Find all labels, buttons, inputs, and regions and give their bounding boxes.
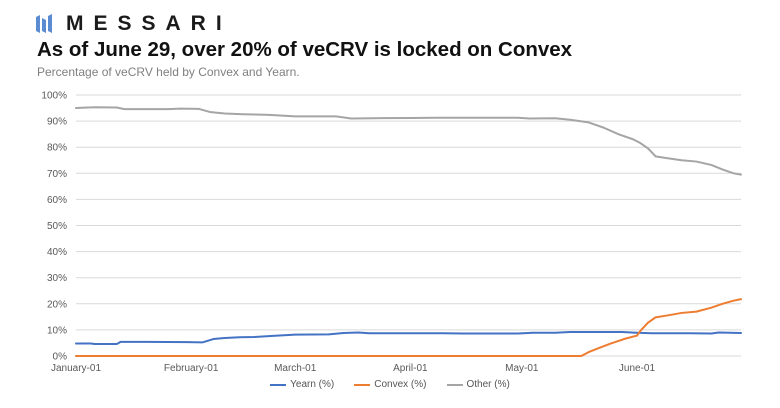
series-line-yearn (75, 330, 742, 345)
legend-item-yearn: Yearn (%) (270, 379, 334, 390)
legend-label: Yearn (%) (290, 379, 335, 390)
y-tick-label: 80% (47, 143, 67, 154)
y-tick-label: 40% (47, 247, 67, 258)
legend-swatch (354, 383, 371, 386)
y-tick-label: 60% (47, 195, 67, 206)
chart-legend: Yearn (%) Convex (%) Other (%) (0, 379, 780, 390)
y-tick-label: 100% (41, 91, 67, 102)
y-tick-label: 30% (47, 273, 67, 284)
y-axis-labels: 0% 10% 20% 30% 40% 50% 60% 70% 80% 90% 100% (41, 91, 67, 363)
x-tick-label: February-01 (164, 363, 219, 374)
y-tick-label: 70% (47, 169, 67, 180)
messari-logo-icon (36, 14, 52, 33)
messari-brand: MESSARI (36, 12, 232, 36)
x-tick-label: January-01 (51, 363, 101, 374)
legend-swatch (446, 383, 463, 386)
y-tick-label: 20% (47, 299, 67, 310)
legend-label: Convex (%) (374, 379, 427, 390)
series-lines (75, 106, 742, 357)
logo-left-bar (36, 15, 40, 33)
x-tick-label: May-01 (505, 363, 539, 374)
x-axis-labels: January-01 February-01 March-01 April-01 May… (51, 363, 655, 374)
series-line-convex (75, 298, 742, 357)
chart-subtitle: Percentage of veCRV held by Convex and Y… (37, 65, 300, 79)
legend-item-other: Other (%) (446, 379, 510, 390)
y-tick-label: 90% (47, 117, 67, 128)
legend-label: Other (%) (466, 379, 510, 390)
logo-mid-bar (42, 18, 46, 33)
x-tick-label: March-01 (274, 363, 317, 374)
legend-swatch (270, 383, 287, 386)
y-tick-label: 10% (47, 325, 67, 336)
logo-right-bar (48, 14, 52, 33)
legend-item-convex: Convex (%) (354, 379, 427, 390)
chart-title: As of June 29, over 20% of veCRV is lock… (37, 38, 573, 61)
brand-name: MESSARI (66, 12, 232, 35)
x-tick-label: June-01 (619, 363, 656, 374)
series-line-other (75, 106, 742, 176)
grid-lines (76, 94, 741, 357)
y-tick-label: 0% (53, 352, 68, 363)
x-tick-label: April-01 (393, 363, 428, 374)
y-tick-label: 50% (47, 221, 67, 232)
